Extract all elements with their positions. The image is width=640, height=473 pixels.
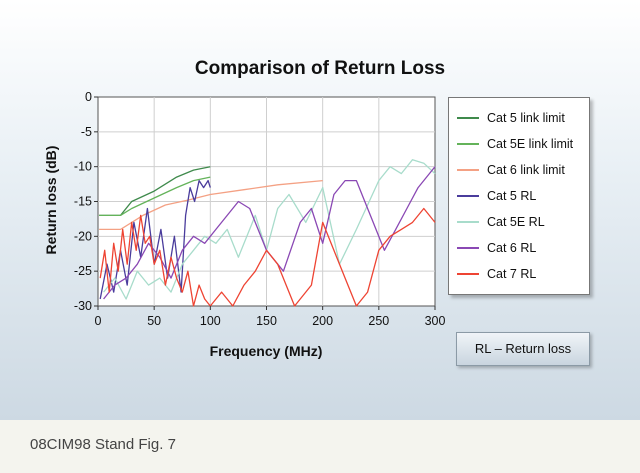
y-axis: 0 -5 -10 -15 -20 -25 -30 (74, 90, 98, 313)
x-tick-label: 50 (147, 314, 161, 328)
legend-item: Cat 6 link limit (457, 157, 589, 183)
legend-item: Cat 6 RL (457, 235, 589, 261)
caption-bar: 08CIM98 Stand Fig. 7 (0, 420, 640, 473)
legend-label: Cat 6 link limit (487, 163, 565, 177)
legend-label: Cat 5 RL (487, 189, 537, 203)
legend-item: Cat 7 RL (457, 261, 589, 287)
x-tick-label: 100 (200, 314, 221, 328)
y-tick-label: 0 (85, 90, 92, 104)
y-tick-label: -25 (74, 264, 92, 278)
y-axis-title: Return loss (dB) (43, 146, 59, 255)
legend-item: Cat 5E RL (457, 209, 589, 235)
y-tick-label: -5 (81, 125, 92, 139)
legend-label: Cat 5 link limit (487, 111, 565, 125)
figure-caption: 08CIM98 Stand Fig. 7 (30, 436, 176, 453)
x-tick-label: 300 (425, 314, 446, 328)
return-loss-chart: 0 50 100 150 200 250 300 0 -5 -10 -15 -20 -25 -30 Fr… (43, 90, 446, 359)
legend-swatch (457, 117, 479, 119)
legend-swatch (457, 195, 479, 197)
chart-title: Comparison of Return Loss (194, 58, 446, 79)
legend: Cat 5 link limit Cat 5E link limit Cat 6 l… (448, 97, 590, 295)
series-layer (99, 159, 436, 307)
legend-item: Cat 5 link limit (457, 105, 589, 131)
x-tick-label: 250 (368, 314, 389, 328)
series-line-cat-5e-rl (103, 159, 436, 300)
y-tick-label: -20 (74, 229, 92, 243)
return-loss-note: RL – Return loss (456, 332, 590, 366)
x-axis: 0 50 100 150 200 250 300 (95, 306, 446, 328)
series-line-cat-5e-link-limit (99, 176, 211, 217)
y-tick-label: -30 (74, 299, 92, 313)
x-tick-label: 0 (95, 314, 102, 328)
legend-swatch (457, 169, 479, 171)
x-tick-label: 200 (312, 314, 333, 328)
legend-item: Cat 5E link limit (457, 131, 589, 157)
legend-swatch (457, 221, 479, 223)
legend-swatch (457, 143, 479, 145)
y-tick-label: -10 (74, 160, 92, 174)
series-line-cat-7-rl (99, 207, 436, 307)
grid (98, 97, 435, 306)
legend-item: Cat 5 RL (457, 183, 589, 209)
legend-label: Cat 6 RL (487, 241, 537, 255)
series-line-cat-5-rl (99, 179, 211, 300)
legend-swatch (457, 247, 479, 249)
x-tick-label: 150 (256, 314, 277, 328)
legend-label: Cat 7 RL (487, 267, 537, 281)
legend-label: Cat 5E link limit (487, 137, 574, 151)
y-tick-label: -15 (74, 195, 92, 209)
x-axis-title: Frequency (MHz) (210, 343, 323, 359)
legend-label: Cat 5E RL (487, 215, 545, 229)
legend-swatch (457, 273, 479, 275)
